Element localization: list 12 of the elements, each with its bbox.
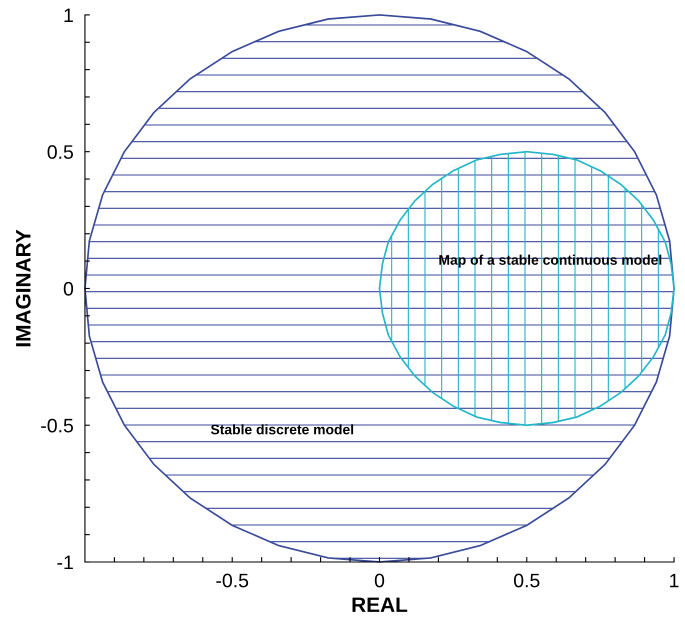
y-tick-label: 1: [64, 8, 73, 22]
y-tick-label: 0: [64, 282, 74, 296]
x-tick-label: -0.5: [216, 574, 248, 588]
x-tick-label: 1: [670, 574, 678, 588]
x-axis-title: REAL: [352, 598, 408, 612]
y-tick-label: -1: [57, 556, 73, 570]
y-axis-title: IMAGINARY: [16, 230, 31, 346]
x-tick-label: 0: [374, 574, 384, 588]
y-tick-label: 0.5: [48, 145, 74, 159]
y-tick-label: -0.5: [41, 418, 74, 432]
x-tick-label: 0.5: [514, 574, 540, 588]
annotation: Stable discrete model: [210, 424, 354, 434]
